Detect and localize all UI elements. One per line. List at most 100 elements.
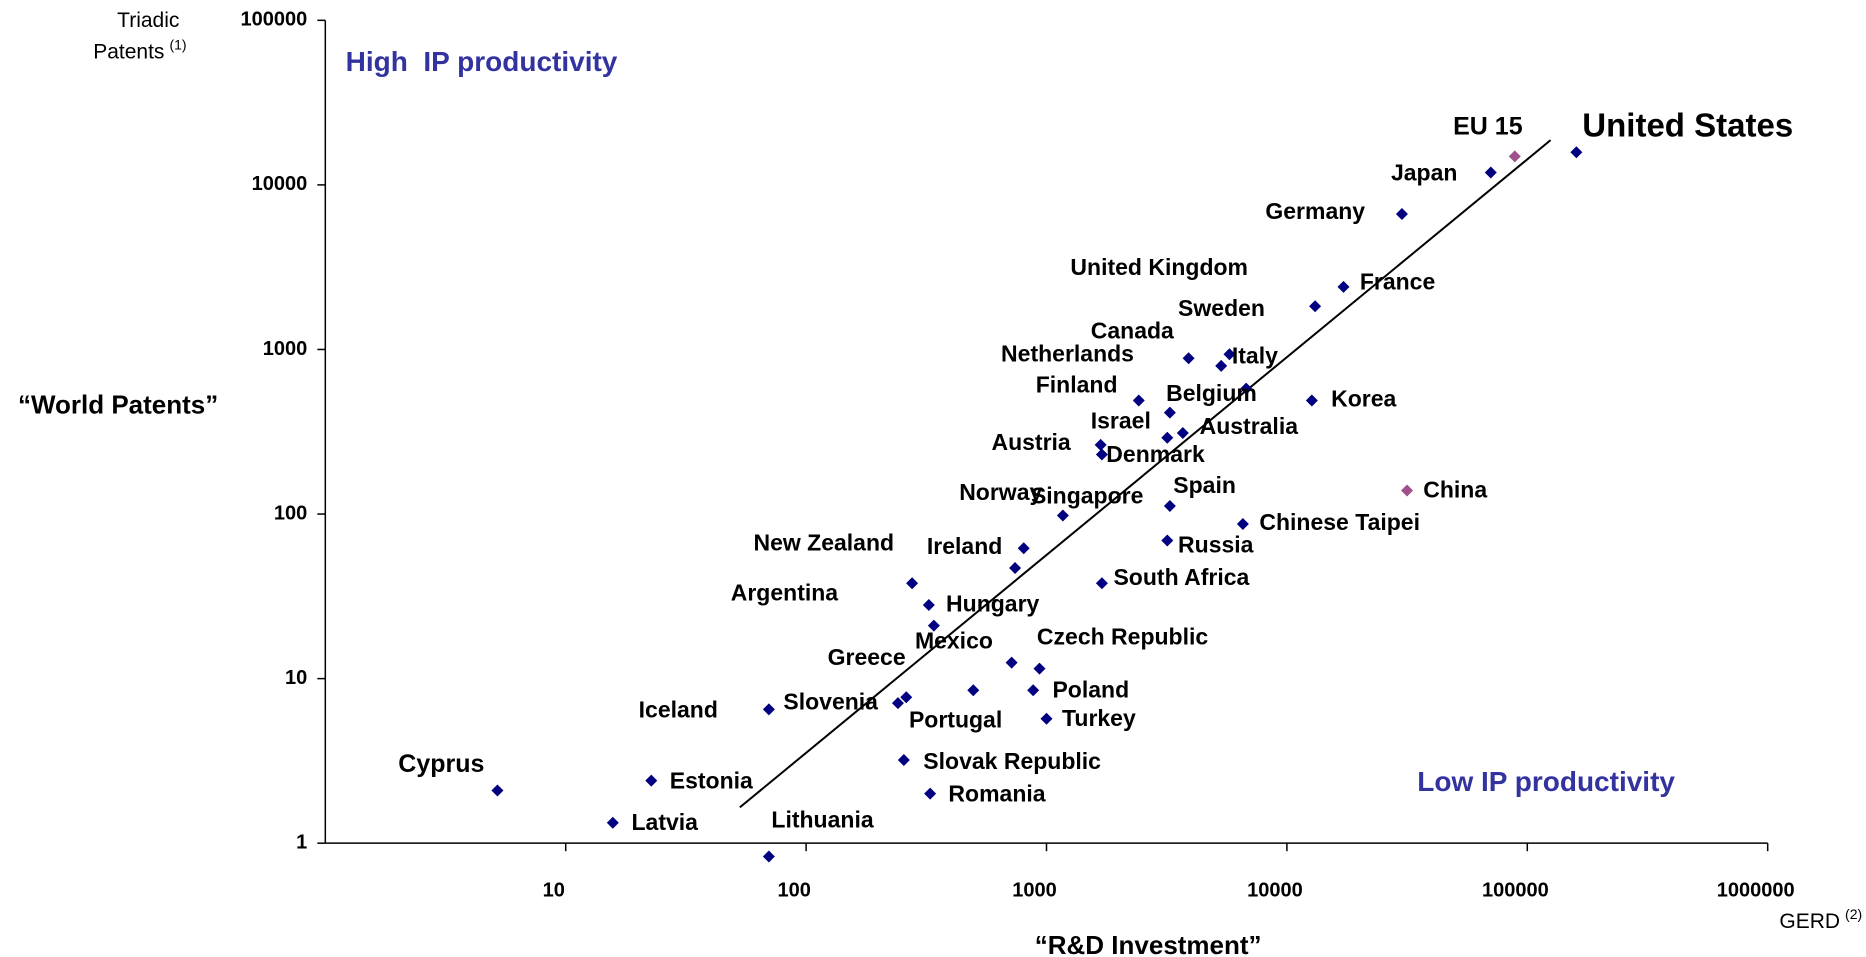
point-label: Russia <box>1178 532 1254 558</box>
x-axis-title: “R&D Investment” <box>1035 930 1262 957</box>
point <box>1337 280 1350 293</box>
point <box>1017 542 1030 555</box>
y-axis-title: “World Patents” <box>18 390 218 420</box>
point-label: Italy <box>1232 343 1278 369</box>
x-tick-label: 1000000 <box>1717 879 1795 901</box>
point-label: EU 15 <box>1453 113 1523 141</box>
point-label: Denmark <box>1106 441 1205 467</box>
point-label: Japan <box>1391 160 1457 186</box>
point-label: Portugal <box>909 706 1002 732</box>
point <box>762 850 775 863</box>
x-tick-label: 1000 <box>1012 879 1057 901</box>
point <box>1005 656 1018 669</box>
point-label: Iceland <box>639 697 718 723</box>
point <box>1095 448 1108 461</box>
point <box>927 619 940 632</box>
point <box>1094 438 1107 451</box>
point-label: Slovak Republic <box>923 748 1101 774</box>
point-label: Australia <box>1200 413 1299 439</box>
point-label: Canada <box>1091 318 1174 344</box>
point-label: Romania <box>948 780 1045 806</box>
point <box>1176 426 1189 439</box>
point-label: Germany <box>1265 198 1365 224</box>
point-label: Poland <box>1052 676 1129 702</box>
point-label: Finland <box>1036 371 1118 397</box>
point <box>1033 662 1046 675</box>
point <box>1215 359 1228 372</box>
y-tick-label: 10 <box>285 667 307 689</box>
x-tick-label: 10000 <box>1247 879 1303 901</box>
point <box>891 697 904 710</box>
point-label: Spain <box>1173 472 1236 498</box>
point-label: Mexico <box>915 627 993 653</box>
point <box>1484 166 1497 179</box>
point <box>1236 517 1249 530</box>
point-label: Slovenia <box>783 688 878 714</box>
point <box>1161 534 1174 547</box>
point <box>645 774 658 787</box>
point-label: New Zealand <box>753 529 894 555</box>
point <box>906 577 919 590</box>
point <box>1163 406 1176 419</box>
point-label: United States <box>1582 107 1793 144</box>
point <box>1395 208 1408 221</box>
point <box>491 784 504 797</box>
point-label: Israel <box>1091 407 1151 433</box>
point <box>1401 484 1414 497</box>
point-label: Norway <box>959 479 1042 505</box>
x-unit-text: GERD <box>1779 910 1840 933</box>
point-label: Turkey <box>1062 705 1136 731</box>
point-label: China <box>1423 477 1487 503</box>
point <box>1508 150 1521 163</box>
point-label: Greece <box>828 644 906 670</box>
point <box>897 754 910 767</box>
point-label: Korea <box>1331 386 1396 412</box>
point <box>1027 684 1040 697</box>
point <box>606 816 619 829</box>
point <box>924 787 937 800</box>
point <box>1161 431 1174 444</box>
point-label: Belgium <box>1166 380 1257 406</box>
y-unit: Patents (1) <box>93 36 186 63</box>
point-label: Netherlands <box>1001 340 1134 366</box>
point <box>1305 394 1318 407</box>
point <box>967 684 980 697</box>
x-tick-label: 10 <box>543 879 565 901</box>
y-tick-label: 1000 <box>263 338 308 360</box>
point <box>1309 300 1322 313</box>
point-label: Singapore <box>1031 483 1143 509</box>
point-label: Czech Republic <box>1037 624 1208 650</box>
x-tick-label: 100 <box>777 879 810 901</box>
trendline <box>739 139 1552 809</box>
point-label: Cyprus <box>398 750 484 778</box>
point-label: Hungary <box>946 590 1040 616</box>
point-label: Argentina <box>731 579 839 605</box>
point-label: France <box>1360 269 1435 295</box>
point-label: Latvia <box>631 809 698 835</box>
y-tick-label: 100000 <box>241 9 308 31</box>
x-unit-note: (2) <box>1845 906 1862 922</box>
point <box>1182 352 1195 365</box>
point <box>1132 394 1145 407</box>
point <box>1056 509 1069 522</box>
annotation: Low IP productivity <box>1417 766 1675 797</box>
x-tick-label: 100000 <box>1482 879 1549 901</box>
y-unit-text: Patents <box>93 40 164 63</box>
x-unit: GERD (2) <box>1779 906 1862 933</box>
y-unit: Triadic <box>117 9 179 32</box>
point <box>900 691 913 704</box>
point <box>1009 562 1022 575</box>
point <box>1040 712 1053 725</box>
point-label: Ireland <box>927 533 1002 559</box>
point-label: Estonia <box>670 767 753 793</box>
point-label: United Kingdom <box>1070 254 1248 280</box>
point <box>1223 348 1236 361</box>
point-label: Austria <box>991 429 1070 455</box>
point-label: South Africa <box>1113 564 1249 590</box>
point <box>1570 146 1583 159</box>
annotation: High IP productivity <box>346 46 618 77</box>
y-tick-label: 1 <box>296 831 307 853</box>
point <box>762 703 775 716</box>
point-label: Lithuania <box>771 807 873 833</box>
